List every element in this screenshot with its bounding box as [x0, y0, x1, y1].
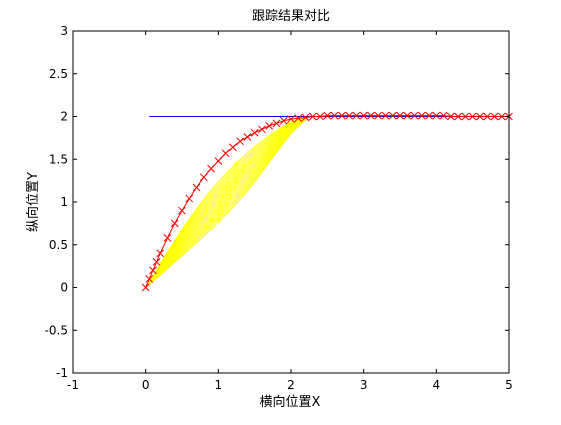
- tracking-marker: [192, 183, 201, 192]
- tracking-marker: [454, 112, 462, 121]
- tracking-marker: [410, 111, 419, 120]
- tracking-marker: [417, 111, 426, 120]
- tracking-marker: [338, 111, 346, 120]
- iteration-line: [145, 116, 310, 288]
- tracking-marker: [145, 275, 154, 283]
- axis-ticks: -1 0 1 2 3 4 5 -1 -0.5 0 0.5 1 1.5 2 2.5 3: [45, 24, 513, 392]
- tracking-marker: [207, 164, 215, 173]
- tracking-marker: [214, 157, 223, 165]
- tracking-marker: [250, 128, 259, 137]
- tracking-marker: [497, 112, 506, 121]
- tracking-marker: [359, 111, 368, 120]
- iteration-line: [145, 116, 310, 288]
- y-tick-label: 1: [60, 195, 68, 209]
- tracking-marker: [323, 111, 332, 120]
- x-tick-label: 3: [360, 378, 368, 392]
- tracking-marker: [461, 112, 470, 121]
- iteration-line: [145, 116, 310, 288]
- tracking-marker: [403, 111, 412, 120]
- tracking-marker: [243, 133, 252, 141]
- y-tick-label: 1.5: [49, 152, 68, 166]
- tracking-marker: [152, 257, 161, 266]
- tracking-marker: [185, 194, 194, 203]
- y-tick-label: 0.5: [49, 238, 68, 252]
- iteration-line: [145, 116, 310, 288]
- tracking-marker: [345, 111, 353, 120]
- tracking-marker: [301, 113, 310, 122]
- iteration-line: [145, 116, 310, 288]
- x-axis-label: 横向位置X: [260, 394, 321, 410]
- tracking-marker: [439, 111, 448, 120]
- x-tick-label: 0: [142, 378, 150, 392]
- tracking-marker: [388, 111, 397, 120]
- tracking-marker: [447, 112, 455, 121]
- tracking-marker: [374, 111, 383, 120]
- tracking-marker: [432, 111, 441, 120]
- iteration-line: [145, 116, 310, 288]
- tracking-marker: [178, 206, 186, 215]
- x-tick-label: 4: [433, 378, 441, 392]
- tracking-marker: [272, 119, 281, 128]
- iteration-line: [145, 116, 310, 288]
- iteration-line: [145, 116, 310, 288]
- tracking-marker: [294, 114, 303, 123]
- tracking-marker: [425, 111, 433, 120]
- y-tick-label: 2.5: [49, 67, 68, 81]
- iteration-line: [145, 116, 310, 288]
- tracking-marker: [229, 143, 237, 152]
- tracking-marker: [476, 112, 484, 121]
- x-tick-label: 5: [505, 378, 513, 392]
- y-tick-label: -1: [56, 366, 68, 380]
- iteration-line: [145, 116, 310, 288]
- tracking-marker: [141, 283, 150, 292]
- tracking-marker: [468, 112, 477, 121]
- tracking-marker: [316, 112, 324, 121]
- iteration-line: [145, 116, 310, 288]
- iteration-line: [145, 116, 310, 288]
- tracking-marker: [149, 266, 157, 275]
- iteration-curves: [145, 116, 310, 288]
- tracking-marker: [352, 111, 361, 120]
- iteration-line: [145, 116, 310, 288]
- tracking-marker: [258, 125, 266, 134]
- tracking-marker: [279, 116, 288, 125]
- tracking-marker: [163, 234, 172, 242]
- x-tick-label: 2: [287, 378, 295, 392]
- tracking-marker: [199, 173, 208, 182]
- y-tick-label: 0: [60, 281, 68, 295]
- tracking-marker: [483, 112, 492, 121]
- y-tick-label: 2: [60, 110, 68, 124]
- chart-title: 跟踪结果对比: [252, 9, 330, 24]
- iteration-line: [145, 116, 310, 288]
- iteration-line: [145, 116, 310, 288]
- tracking-curve: [141, 111, 513, 292]
- tracking-marker: [287, 115, 295, 123]
- tracking-marker: [330, 111, 339, 120]
- iteration-line: [145, 116, 310, 288]
- tracking-marker: [236, 137, 244, 146]
- tracking-marker: [367, 111, 375, 120]
- iteration-line: [145, 116, 310, 288]
- tracking-marker: [308, 112, 317, 121]
- tracking-marker: [490, 112, 499, 121]
- iteration-line: [145, 116, 310, 288]
- iteration-line: [145, 116, 310, 288]
- y-tick-label: 3: [60, 24, 68, 38]
- tracking-marker: [265, 122, 274, 130]
- tracking-marker: [221, 149, 230, 158]
- y-axis-label: 纵向位置Y: [25, 172, 41, 232]
- x-tick-label: 1: [215, 378, 223, 392]
- tracking-marker: [396, 111, 404, 120]
- tracking-marker: [156, 249, 165, 258]
- plot-area: [73, 31, 509, 373]
- iteration-line: [145, 116, 310, 288]
- x-tick-label: -1: [67, 378, 79, 392]
- iteration-line: [145, 116, 310, 288]
- y-tick-label: -0.5: [45, 323, 68, 337]
- tracking-marker: [381, 111, 390, 120]
- iteration-line: [145, 116, 310, 288]
- tracking-marker: [170, 219, 179, 228]
